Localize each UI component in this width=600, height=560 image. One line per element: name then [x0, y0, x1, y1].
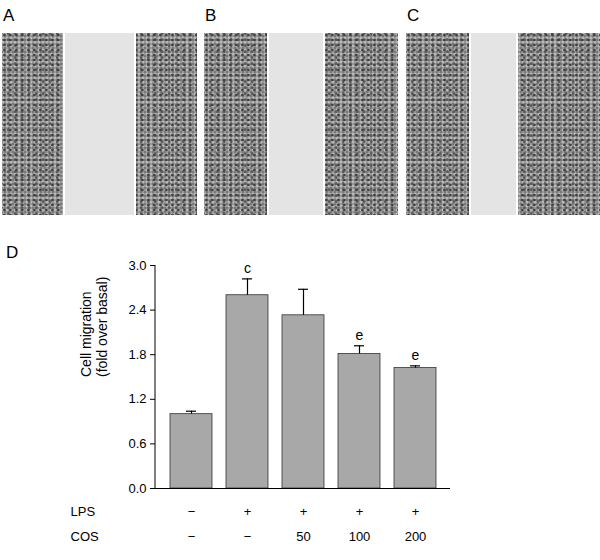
- svg-text:0.0: 0.0: [128, 481, 146, 496]
- svg-text:−: −: [188, 529, 196, 544]
- svg-text:200: 200: [405, 529, 427, 544]
- svg-text:+: +: [356, 504, 364, 519]
- html-text:B: B: [205, 6, 217, 25]
- svg-text:50: 50: [296, 529, 310, 544]
- svg-text:Cell migration(fold over basal: Cell migration(fold over basal): [78, 277, 110, 377]
- svg-text:1.2: 1.2: [128, 391, 146, 406]
- svg-text:+: +: [244, 504, 252, 519]
- svg-text:+: +: [412, 504, 420, 519]
- svg-text:e: e: [412, 347, 420, 363]
- html-text:A: A: [3, 6, 15, 25]
- svg-text:LPS: LPS: [71, 504, 96, 519]
- html-text:C: C: [407, 6, 420, 25]
- svg-text:−: −: [188, 504, 196, 519]
- svg-text:0.6: 0.6: [128, 436, 146, 451]
- svg-text:1.8: 1.8: [128, 347, 146, 362]
- svg-text:e: e: [356, 327, 364, 343]
- svg-text:c: c: [244, 260, 251, 276]
- svg-text:100: 100: [349, 529, 371, 544]
- svg-text:−: −: [244, 529, 252, 544]
- html-text:D: D: [6, 243, 19, 262]
- svg-text:COS: COS: [71, 529, 100, 544]
- svg-text:3.0: 3.0: [128, 258, 146, 273]
- svg-text:2.4: 2.4: [128, 302, 146, 317]
- svg-text:+: +: [300, 504, 308, 519]
